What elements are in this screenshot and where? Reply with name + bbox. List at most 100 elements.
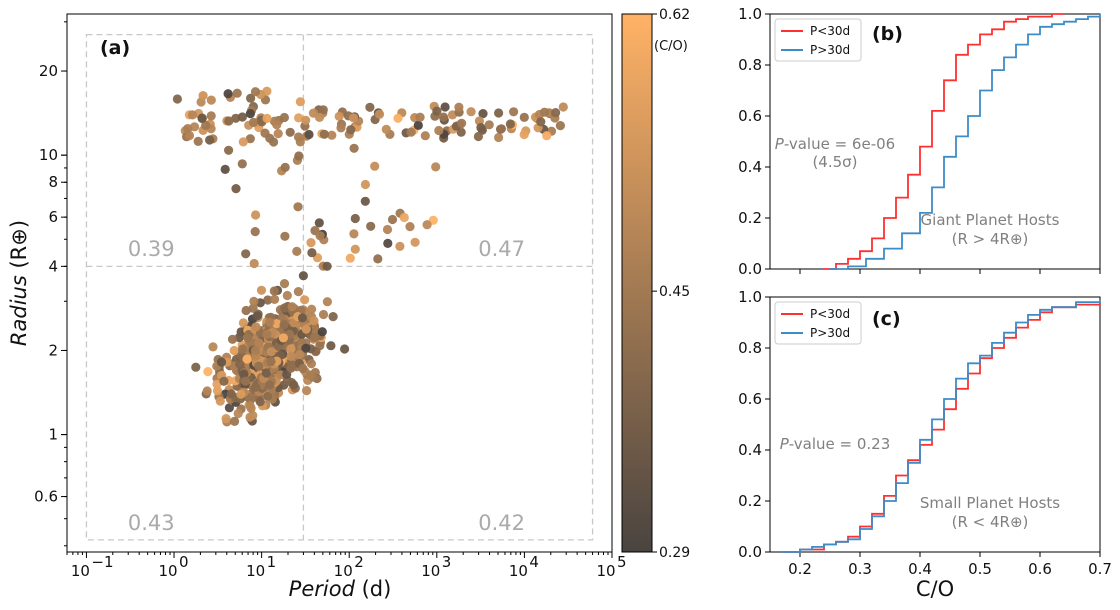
colorbar-tick-label: 0.45 xyxy=(659,284,690,300)
scatter-point xyxy=(536,117,546,127)
scatter-point xyxy=(519,129,529,140)
scatter-point xyxy=(350,213,360,224)
scatter-point xyxy=(373,254,383,264)
colorbar-tick-label: 0.62 xyxy=(659,7,690,23)
scatter-point xyxy=(220,164,230,174)
scatter-point xyxy=(508,107,519,117)
scatter-point xyxy=(301,324,311,334)
scatter-point xyxy=(198,91,208,101)
scatter-point xyxy=(232,88,242,98)
x-tick-label: 0.6 xyxy=(1028,560,1052,578)
scatter-point xyxy=(263,391,273,401)
x-tick-exponent: 3 xyxy=(442,553,452,571)
scatter-point xyxy=(319,129,329,139)
scatter-point xyxy=(265,380,275,390)
scatter-point xyxy=(307,248,317,258)
legend-label-short-c: P<30d xyxy=(810,307,850,321)
scatter-point xyxy=(294,151,304,161)
pvalue-text-b: -value = 6e-06 xyxy=(784,135,895,153)
x-axis-ticks-b xyxy=(799,269,1101,274)
scatter-point xyxy=(519,112,529,122)
colorbar-gradient xyxy=(621,13,653,553)
x-tick-label: 0.3 xyxy=(848,560,872,578)
scatter-point xyxy=(542,131,552,141)
scatter-point xyxy=(282,290,292,301)
scatter-point xyxy=(478,109,488,119)
scatter-point xyxy=(193,136,203,146)
scatter-point xyxy=(255,397,265,407)
scatter-point xyxy=(336,123,346,133)
scatter-point xyxy=(250,345,260,356)
scatter-point xyxy=(496,124,506,134)
scatter-point xyxy=(238,344,248,354)
pvalue-annotation-c: P-value = 0.23 xyxy=(780,435,891,453)
y-tick-label: 1.0 xyxy=(738,5,762,23)
scatter-point xyxy=(208,342,218,352)
radius-annotation-b: (R > 4R⊕) xyxy=(952,230,1029,248)
scatter-point xyxy=(382,224,393,235)
x-tick-label: 10 xyxy=(246,562,265,580)
scatter-point xyxy=(241,249,251,259)
panel-label-c: (c) xyxy=(872,308,901,330)
scatter-point xyxy=(555,121,566,131)
scatter-point xyxy=(237,159,247,169)
x-tick-exponent: 5 xyxy=(617,553,627,571)
scatter-point xyxy=(202,386,212,396)
scatter-point xyxy=(415,112,425,122)
scatter-point xyxy=(245,134,255,144)
scatter-point xyxy=(239,369,249,379)
quadrant-label: 0.43 xyxy=(128,511,175,535)
legend-label-long: P>30d xyxy=(810,43,850,57)
legend-c: P<30d P>30d xyxy=(774,301,862,345)
scatter-point xyxy=(243,333,253,343)
scatter-point xyxy=(203,367,213,377)
scatter-point xyxy=(294,113,304,123)
scatter-point xyxy=(494,108,504,118)
x-tick-label: 0.7 xyxy=(1088,560,1112,578)
scatter-point xyxy=(286,344,296,354)
cdf-lines-b xyxy=(824,13,1101,270)
scatter-point xyxy=(395,241,405,251)
scatter-point xyxy=(223,89,233,99)
scatter-point xyxy=(350,244,360,254)
y-axis-ticks-b: 0.0 0.2 0.4 0.6 0.8 1.0 xyxy=(738,5,770,278)
y-tick-label: 1 xyxy=(48,426,58,444)
scatter-point xyxy=(273,129,283,139)
scatter-point xyxy=(306,238,316,248)
y-tick-label: 0.2 xyxy=(738,492,762,510)
scatter-point xyxy=(365,102,375,112)
scatter-point xyxy=(301,343,311,353)
scatter-point xyxy=(249,258,259,269)
scatter-point xyxy=(293,287,303,297)
scatter-point xyxy=(314,112,325,122)
scatter-point xyxy=(454,102,464,112)
pvalue-text-c: -value = 0.23 xyxy=(789,435,890,453)
scatter-point xyxy=(334,111,344,121)
y-axis-ticks-a: 0.6 1 2 4 6 8 10 20 xyxy=(34,21,67,547)
host-annotation-b: Giant Planet Hosts xyxy=(921,211,1060,229)
cdf-lines-c xyxy=(782,299,1101,553)
scatter-point xyxy=(302,386,312,396)
scatter-point xyxy=(261,368,271,378)
scatter-point xyxy=(249,117,259,127)
x-tick-label: 10 xyxy=(421,562,440,580)
colorbar-ticks: 0.29 0.45 0.62 xyxy=(652,7,690,561)
scatter-point xyxy=(301,115,311,125)
scatter-point xyxy=(383,238,393,248)
scatter-point xyxy=(187,110,198,120)
quadrant-label: 0.42 xyxy=(478,511,525,535)
x-tick-exponent: 1 xyxy=(267,553,277,571)
scatter-point xyxy=(431,162,441,172)
scatter-point xyxy=(251,210,261,220)
scatter-point xyxy=(246,93,256,103)
scatter-point xyxy=(256,285,267,295)
scatter-point xyxy=(201,120,211,130)
scatter-point xyxy=(293,202,303,212)
scatter-point xyxy=(422,220,432,230)
scatter-point xyxy=(298,271,308,281)
scatter-point xyxy=(236,389,246,399)
scatter-point xyxy=(233,408,243,419)
scatter-point xyxy=(230,416,240,426)
y-tick-label: 2 xyxy=(48,341,58,359)
scatter-point xyxy=(227,334,238,344)
